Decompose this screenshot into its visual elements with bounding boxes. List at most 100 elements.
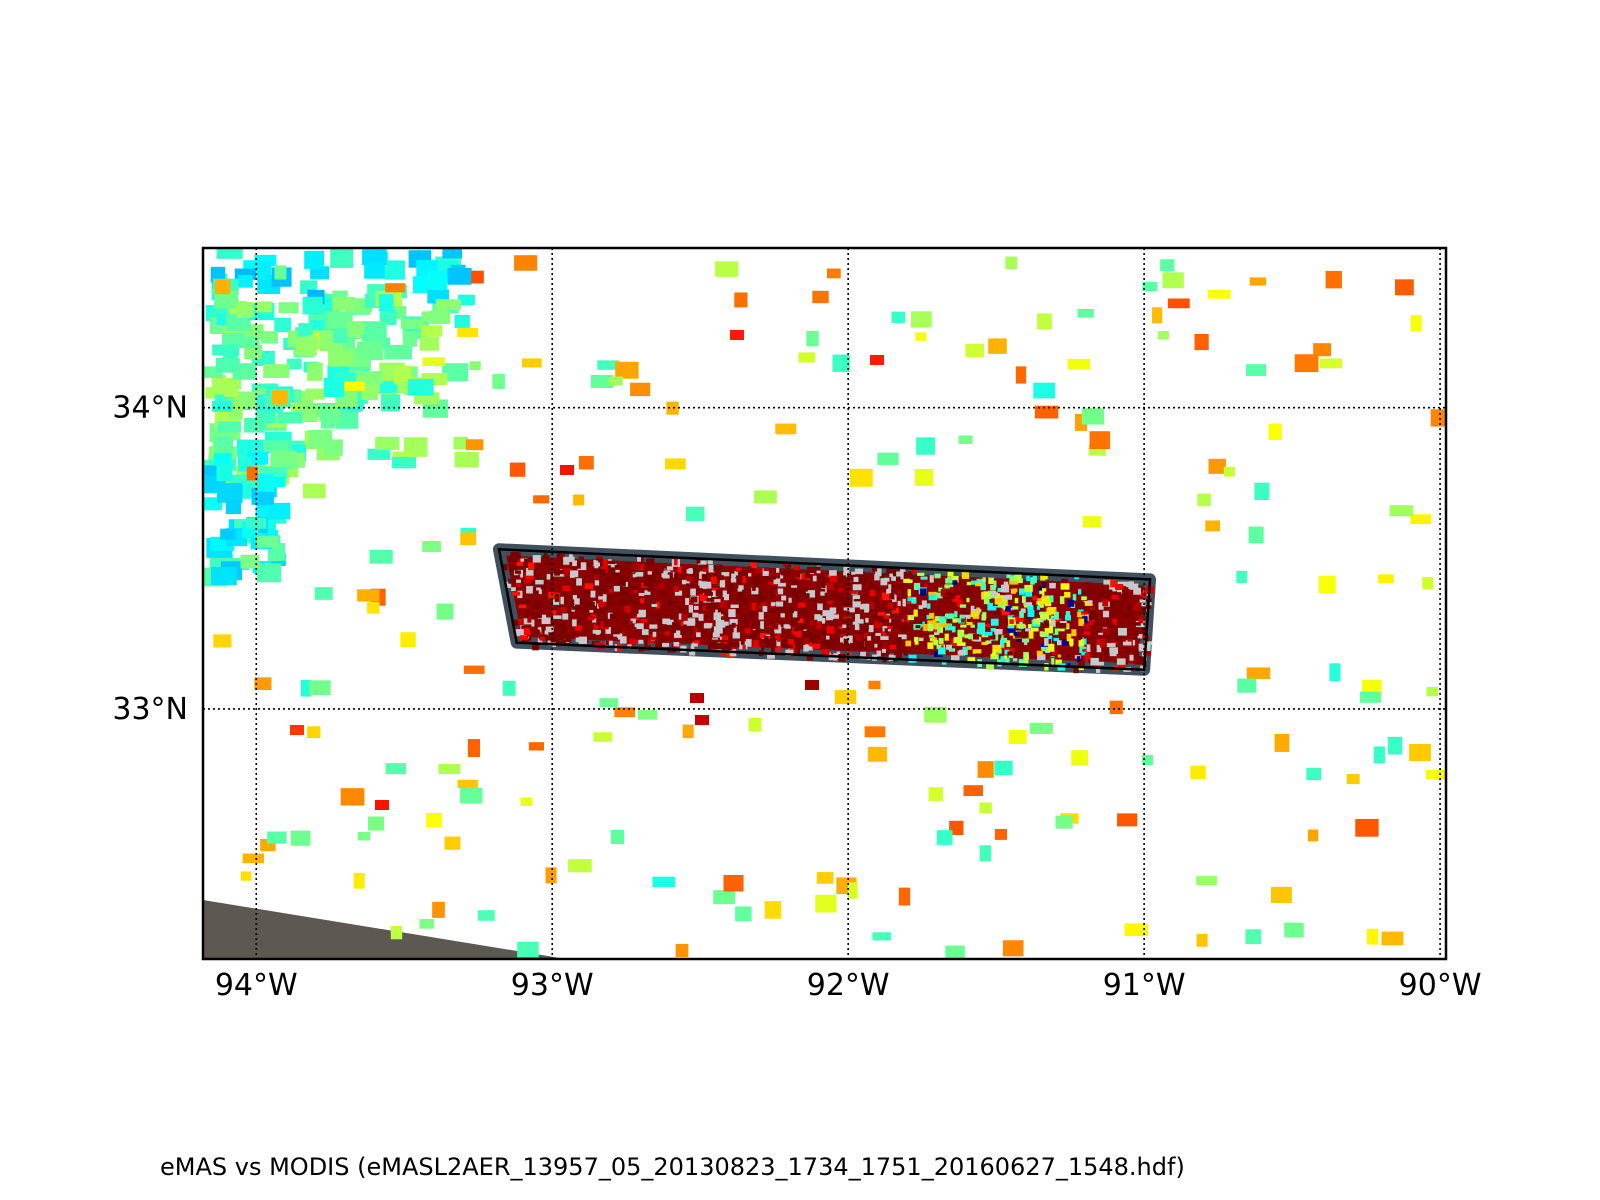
swath-pixel <box>1114 592 1122 596</box>
swath-pixel <box>1014 597 1019 604</box>
modis-pixel <box>872 932 892 941</box>
modis-pixel <box>812 290 829 304</box>
swath-pixel <box>983 596 990 605</box>
modis-pixel <box>442 363 469 382</box>
swath-pixel <box>994 628 1003 635</box>
modis-pixel <box>244 417 266 433</box>
swath-pixel <box>636 623 644 630</box>
swath-pixel <box>696 559 701 564</box>
swath-pixel <box>572 619 577 627</box>
modis-pixel <box>695 715 709 725</box>
swath-pixel <box>1081 596 1087 601</box>
swath-pixel <box>776 568 780 573</box>
swath-pixel <box>598 600 607 607</box>
modis-pixel <box>1162 272 1184 289</box>
swath-pixel <box>574 598 580 605</box>
swath-pixel <box>717 575 724 583</box>
modis-pixel <box>1160 259 1175 271</box>
swath-pixel <box>668 572 673 580</box>
swath-pixel <box>609 567 616 575</box>
modis-pixel <box>949 820 964 836</box>
modis-pixel <box>977 761 994 778</box>
swath-pixel <box>749 633 757 640</box>
swath-pixel <box>605 640 613 647</box>
swath-pixel <box>593 605 598 613</box>
swath-pixel <box>515 618 524 625</box>
modis-pixel <box>597 360 620 370</box>
swath-pixel <box>1103 579 1112 585</box>
modis-pixel <box>798 352 816 363</box>
swath-pixel <box>1014 634 1023 638</box>
swath-pixel <box>809 595 817 603</box>
swath-pixel <box>518 559 524 565</box>
swath-pixel <box>685 583 693 587</box>
swath-pixel <box>525 598 533 604</box>
swath-pixel <box>527 615 533 623</box>
modis-pixel <box>816 872 834 884</box>
swath-pixel <box>1111 610 1116 618</box>
swath-pixel <box>792 611 798 618</box>
swath-pixel <box>1038 586 1045 591</box>
swath-pixel <box>996 597 1003 603</box>
modis-pixel <box>1373 746 1385 764</box>
swath-pixel <box>874 620 883 629</box>
swath-pixel <box>723 593 730 601</box>
swath-pixel <box>788 587 798 595</box>
modis-pixel <box>1034 405 1059 419</box>
modis-pixel <box>675 943 689 958</box>
swath-pixel <box>1120 594 1130 600</box>
swath-pixel <box>837 587 844 592</box>
swath-pixel <box>1000 584 1010 593</box>
swath-pixel <box>1056 640 1062 646</box>
swath-pixel <box>1133 660 1142 664</box>
swath-pixel <box>575 593 581 598</box>
swath-pixel <box>927 630 934 635</box>
modis-pixel <box>1409 743 1431 762</box>
figure-caption: eMAS vs MODIS (eMASL2AER_13957_05_201308… <box>160 1153 1185 1181</box>
swath-pixel <box>627 638 637 646</box>
swath-pixel <box>856 634 862 641</box>
swath-pixel <box>545 561 554 565</box>
modis-pixel <box>375 800 389 810</box>
swath-pixel <box>1047 618 1052 624</box>
plot-frame <box>201 246 1448 961</box>
swath-pixel <box>688 605 694 613</box>
swath-pixel <box>1025 628 1031 632</box>
swath-pixel <box>517 630 527 636</box>
swath-pixel <box>696 588 704 596</box>
swath-pixel <box>852 584 862 591</box>
swath-pixel <box>885 597 890 604</box>
swath-pixel <box>722 590 727 597</box>
modis-pixel <box>1319 358 1343 369</box>
swath-pixel <box>747 566 752 571</box>
lon-tick-label: 90°W <box>1399 968 1482 1003</box>
modis-pixel <box>290 725 304 735</box>
swath-pixel <box>870 601 874 609</box>
swath-pixel <box>1087 600 1093 605</box>
swath-pixel <box>1081 648 1087 656</box>
modis-pixel <box>362 249 387 265</box>
swath-pixel <box>1040 631 1049 638</box>
swath-pixel <box>1016 635 1021 642</box>
swath-pixel <box>982 577 986 582</box>
swath-pixel <box>853 599 861 603</box>
swath-pixel <box>852 601 861 608</box>
swath-pixel <box>591 601 595 607</box>
swath-pixel <box>715 642 725 650</box>
swath-pixel <box>865 605 874 612</box>
swath-pixel <box>1072 594 1077 601</box>
swath-pixel <box>633 589 638 594</box>
swath-pixel <box>993 580 997 588</box>
swath-pixel <box>1128 581 1134 585</box>
swath-pixel <box>881 648 887 653</box>
swath-pixel <box>577 562 587 571</box>
modis-pixel <box>1325 270 1342 289</box>
swath-pixel <box>1006 594 1013 600</box>
modis-pixel <box>1037 313 1052 330</box>
modis-pixel <box>234 268 256 280</box>
swath-pixel <box>686 618 696 626</box>
swath-pixel <box>735 567 742 572</box>
swath-pixel <box>661 564 665 572</box>
swath-pixel <box>708 644 718 650</box>
swath-pixel <box>725 625 730 631</box>
